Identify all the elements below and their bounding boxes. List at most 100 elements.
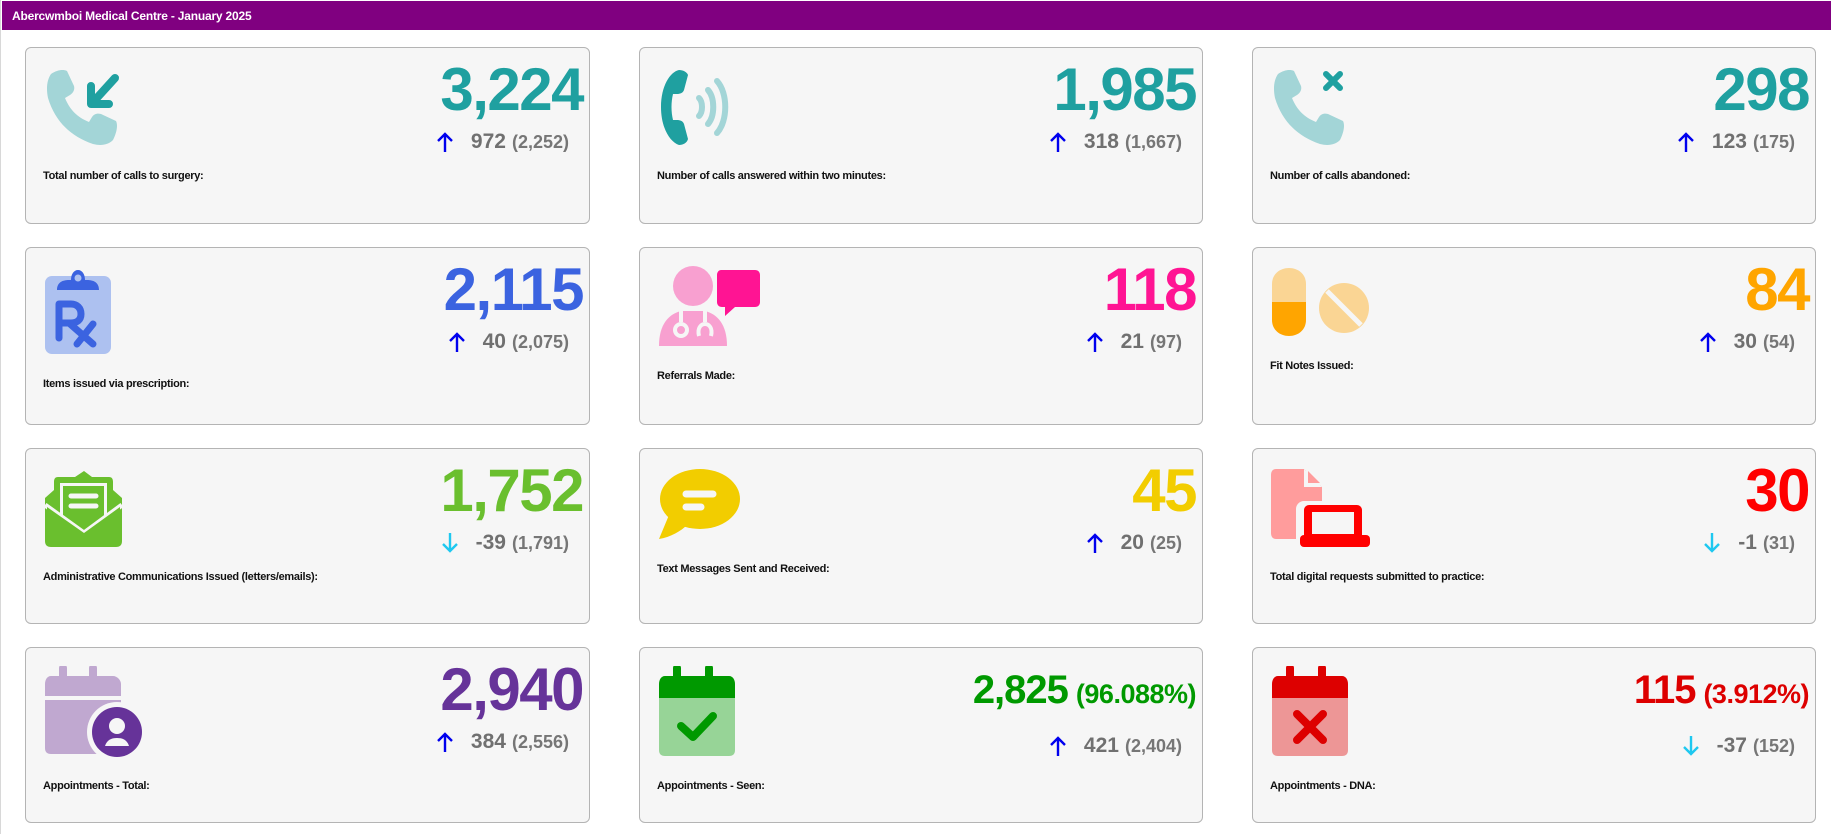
doctor-chat-icon	[659, 266, 760, 346]
kpi-change: 40 (2,075)	[444, 330, 569, 354]
kpi-value: 3,224	[435, 54, 584, 126]
kpi-card-appointments-seen: Appointments - Seen: 2,825 (96.088%) 421 …	[639, 647, 1203, 823]
prescription-clipboard-icon	[45, 270, 111, 354]
kpi-value-text: 2,825	[972, 668, 1069, 712]
kpi-change: 318 (1,667)	[1048, 130, 1182, 154]
kpi-change-value: 21	[1120, 330, 1144, 353]
kpi-value-text: 298	[1713, 56, 1810, 123]
kpi-change: 21 (97)	[1085, 330, 1182, 354]
kpi-value-text: 30	[1745, 457, 1810, 524]
arrow-up-icon	[1050, 736, 1066, 756]
kpi-card-text-messages: Text Messages Sent and Received: 45 20 (…	[639, 448, 1203, 624]
kpi-card-admin-comms: Administrative Communications Issued (le…	[25, 448, 590, 624]
arrow-up-icon	[1699, 332, 1716, 352]
kpi-change: 384 (2,556)	[435, 730, 569, 754]
kpi-change: 20 (25)	[1085, 531, 1182, 555]
open-envelope-icon	[43, 471, 124, 547]
phone-ringing-icon	[661, 70, 729, 145]
kpi-change-value: 123	[1711, 130, 1747, 153]
kpi-value: 1,752	[440, 455, 584, 527]
kpi-label: Referrals Made:	[657, 370, 736, 382]
arrow-up-icon	[1678, 132, 1694, 152]
arrow-down-icon	[1704, 533, 1721, 553]
kpi-change: -37 (152)	[1634, 734, 1795, 758]
kpi-value: 30	[1702, 455, 1810, 527]
kpi-percentage: (3.912%)	[1703, 679, 1809, 709]
kpi-change: -39 (1,791)	[440, 531, 569, 555]
kpi-previous-value: (31)	[1762, 532, 1795, 553]
kpi-value-text: 3,224	[440, 56, 584, 123]
kpi-card-appointments-dna: Appointments - DNA: 115 (3.912%) -37 (152…	[1252, 647, 1816, 823]
kpi-grid: Total number of calls to surgery: 3,224 …	[25, 47, 1816, 823]
incoming-call-icon	[47, 70, 119, 145]
kpi-change-value: 972	[470, 130, 506, 153]
kpi-previous-value: (1,667)	[1124, 131, 1182, 152]
kpi-label: Total digital requests submitted to prac…	[1270, 571, 1485, 583]
kpi-value: 45	[1085, 455, 1197, 527]
missed-call-icon	[1274, 70, 1344, 145]
kpi-card-appointments-total: Appointments - Total: 2,940 384 (2,556)	[25, 647, 590, 823]
pills-icon	[1272, 268, 1369, 336]
kpi-card-fit-notes: Fit Notes Issued: 84 30 (54)	[1252, 247, 1816, 425]
kpi-change-value: -1	[1738, 531, 1757, 554]
kpi-previous-value: (2,075)	[511, 331, 569, 352]
kpi-value: 1,985	[1048, 54, 1197, 126]
kpi-label: Total number of calls to surgery:	[43, 170, 204, 182]
kpi-value: 2,825 (96.088%)	[972, 654, 1197, 730]
arrow-up-icon	[437, 132, 453, 152]
kpi-change: 972 (2,252)	[435, 130, 569, 154]
calendar-cross-icon	[1272, 666, 1348, 756]
kpi-value: 298	[1676, 54, 1810, 126]
kpi-card-calls-total: Total number of calls to surgery: 3,224 …	[25, 47, 590, 224]
kpi-card-prescriptions: Items issued via prescription: 2,115 40 …	[25, 247, 590, 425]
kpi-label: Number of calls answered within two minu…	[657, 170, 886, 182]
kpi-value: 2,940	[435, 654, 584, 726]
kpi-value-text: 2,115	[443, 256, 585, 323]
calendar-user-icon	[45, 666, 147, 758]
kpi-change-value: 20	[1120, 531, 1144, 554]
arrow-up-icon	[448, 332, 465, 352]
document-laptop-icon	[1271, 469, 1370, 549]
kpi-value-text: 1,752	[440, 457, 584, 524]
kpi-previous-value: (54)	[1762, 331, 1795, 352]
kpi-change: 30 (54)	[1698, 330, 1795, 354]
kpi-change: 421 (2,404)	[973, 734, 1182, 758]
dashboard-title: Abercwmboi Medical Centre - January 2025	[12, 9, 252, 23]
kpi-label: Items issued via prescription:	[43, 378, 190, 390]
kpi-change-value: -37	[1716, 734, 1747, 757]
kpi-value: 118	[1085, 254, 1198, 326]
kpi-value: 2,115	[443, 254, 585, 326]
kpi-card-digital-requests: Total digital requests submitted to prac…	[1252, 448, 1816, 624]
kpi-label: Administrative Communications Issued (le…	[43, 571, 318, 583]
kpi-value: 84	[1698, 254, 1810, 326]
kpi-value-text: 84	[1745, 256, 1810, 323]
kpi-label: Appointments - Seen:	[657, 780, 765, 792]
kpi-previous-value: (152)	[1752, 735, 1795, 756]
kpi-value-text: 45	[1132, 457, 1197, 524]
kpi-previous-value: (2,252)	[511, 131, 569, 152]
kpi-value-text: 1,985	[1053, 56, 1197, 123]
kpi-change-value: 40	[482, 330, 506, 353]
kpi-change-value: 318	[1083, 130, 1119, 153]
kpi-previous-value: (2,556)	[511, 731, 569, 752]
arrow-down-icon	[441, 533, 458, 553]
kpi-change-value: 30	[1733, 330, 1757, 353]
dashboard-title-bar: Abercwmboi Medical Centre - January 2025	[2, 1, 1831, 30]
kpi-percentage: (96.088%)	[1075, 679, 1197, 709]
kpi-value: 115 (3.912%)	[1634, 654, 1810, 730]
kpi-value-text: 118	[1103, 256, 1198, 323]
kpi-card-calls-abandoned: Number of calls abandoned: 298 123 (175)	[1252, 47, 1816, 224]
kpi-change: -1 (31)	[1702, 531, 1795, 555]
calendar-check-icon	[659, 666, 735, 756]
arrow-up-icon	[1086, 533, 1103, 553]
kpi-change-value: 384	[470, 730, 506, 753]
kpi-previous-value: (2,404)	[1124, 735, 1182, 756]
kpi-previous-value: (25)	[1149, 532, 1182, 553]
kpi-change-value: -39	[475, 531, 506, 554]
kpi-value-text: 2,940	[440, 656, 584, 723]
kpi-change-value: 421	[1083, 734, 1119, 757]
kpi-previous-value: (1,791)	[511, 532, 569, 553]
kpi-label: Fit Notes Issued:	[1270, 360, 1354, 372]
kpi-label: Number of calls abandoned:	[1270, 170, 1411, 182]
kpi-previous-value: (175)	[1752, 131, 1795, 152]
